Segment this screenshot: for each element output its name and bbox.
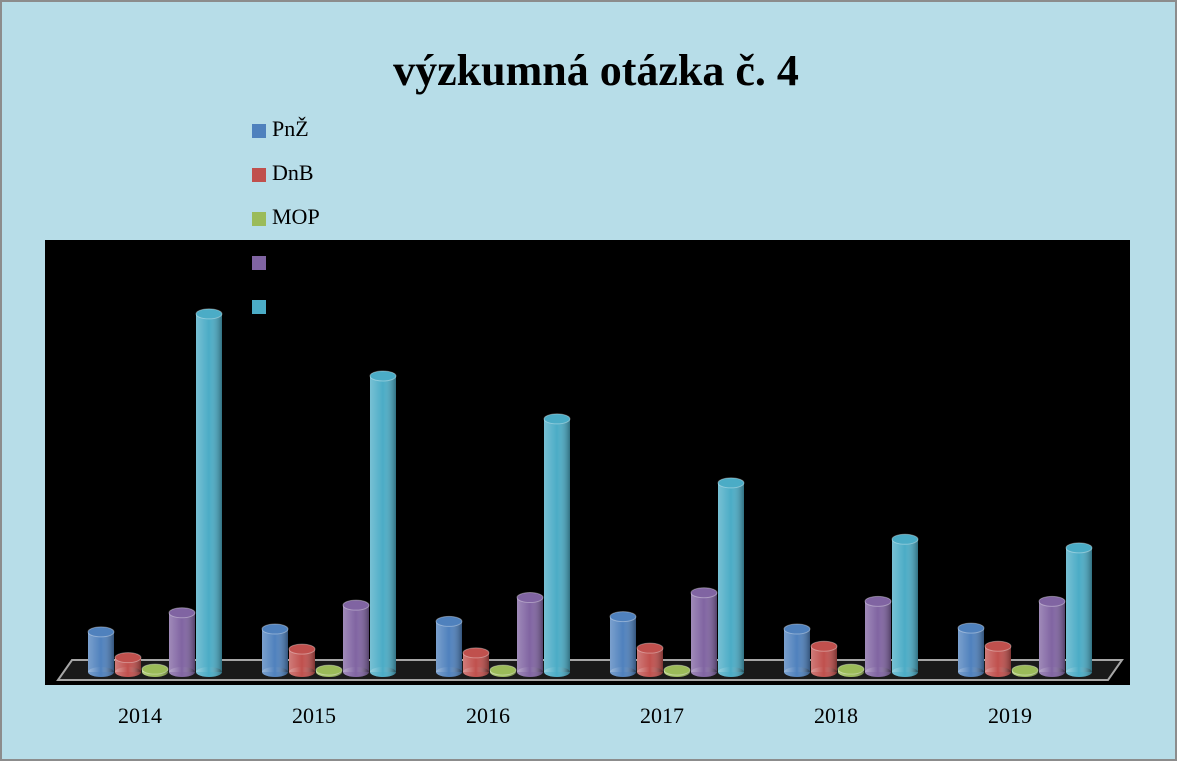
cylinder-bottom-shade bbox=[169, 667, 195, 677]
bar-shade bbox=[610, 616, 636, 672]
cylinder-top bbox=[516, 592, 544, 604]
cylinder-top bbox=[288, 643, 316, 655]
cylinder-top bbox=[1038, 595, 1066, 607]
bar-shade bbox=[718, 482, 744, 672]
bar-shade bbox=[262, 629, 288, 672]
cylinder-bottom-shade bbox=[343, 667, 369, 677]
bar-shade bbox=[544, 418, 570, 672]
bar-shade bbox=[436, 621, 462, 672]
cylinder-bottom-shade bbox=[262, 667, 288, 677]
cylinder-bottom-shade bbox=[892, 667, 918, 677]
bar-shade bbox=[1066, 547, 1092, 672]
cylinder-bottom-shade bbox=[544, 667, 570, 677]
cylinder-top bbox=[663, 664, 691, 676]
cylinder-top bbox=[636, 642, 664, 654]
cylinder-top bbox=[690, 587, 718, 599]
cylinder-top bbox=[87, 626, 115, 638]
cylinder-bottom-shade bbox=[115, 667, 141, 677]
cylinder-top bbox=[717, 477, 745, 489]
cylinder-bottom-shade bbox=[196, 667, 222, 677]
bar-shade bbox=[343, 605, 369, 672]
legend-swatch bbox=[252, 124, 266, 138]
plot-area bbox=[45, 240, 1130, 685]
cylinder-bottom-shade bbox=[88, 667, 114, 677]
x-tick-label: 2018 bbox=[814, 703, 858, 728]
bar-shade bbox=[463, 652, 489, 672]
cylinder-bottom-shade bbox=[1066, 667, 1092, 677]
bar-shade bbox=[691, 592, 717, 672]
bar-shade bbox=[865, 601, 891, 672]
legend-swatch bbox=[252, 212, 266, 226]
cylinder-bottom-shade bbox=[370, 667, 396, 677]
bar-shade bbox=[958, 628, 984, 672]
cylinder-bottom-shade bbox=[811, 667, 837, 677]
bar-shade bbox=[196, 313, 222, 672]
cylinder-bottom-shade bbox=[1039, 667, 1065, 677]
bar-shade bbox=[892, 539, 918, 672]
bar-shade bbox=[88, 631, 114, 672]
cylinder-bottom-shade bbox=[637, 667, 663, 677]
cylinder-bottom-shade bbox=[610, 667, 636, 677]
cylinder-top bbox=[783, 623, 811, 635]
cylinder-top bbox=[315, 664, 343, 676]
bar-shade bbox=[370, 375, 396, 672]
x-tick-label: 2014 bbox=[118, 703, 162, 728]
legend-swatch bbox=[252, 256, 266, 270]
cylinder-bottom-shade bbox=[865, 667, 891, 677]
cylinder-top bbox=[984, 640, 1012, 652]
cylinder-bottom-shade bbox=[784, 667, 810, 677]
cylinder-top bbox=[489, 664, 517, 676]
cylinder-top bbox=[369, 370, 397, 382]
cylinder-bottom-shade bbox=[718, 667, 744, 677]
cylinder-bottom-shade bbox=[463, 667, 489, 677]
legend-label: PnŽ bbox=[272, 116, 309, 141]
x-tick-label: 2015 bbox=[292, 703, 336, 728]
cylinder-top bbox=[543, 413, 571, 425]
cylinder-bottom-shade bbox=[691, 667, 717, 677]
legend-swatch bbox=[252, 168, 266, 182]
cylinder-top bbox=[342, 599, 370, 611]
cylinder-top bbox=[609, 611, 637, 623]
x-tick-label: 2017 bbox=[640, 703, 684, 728]
cylinder-top bbox=[810, 640, 838, 652]
legend-label: DnB bbox=[272, 160, 314, 185]
bar-shade bbox=[289, 649, 315, 672]
cylinder-bottom-shade bbox=[436, 667, 462, 677]
cylinder-bottom-shade bbox=[289, 667, 315, 677]
cylinder-top bbox=[837, 663, 865, 675]
x-tick-label: 2019 bbox=[988, 703, 1032, 728]
bar-shade bbox=[784, 629, 810, 672]
cylinder-top bbox=[261, 623, 289, 635]
cylinder-top bbox=[462, 647, 490, 659]
cylinder-bottom-shade bbox=[958, 667, 984, 677]
cylinder-bottom-shade bbox=[517, 667, 543, 677]
cylinder-top bbox=[435, 615, 463, 627]
legend-swatch bbox=[252, 300, 266, 314]
cylinder-bottom-shade bbox=[985, 667, 1011, 677]
bar-shade bbox=[517, 597, 543, 672]
bar-shade bbox=[1039, 601, 1065, 672]
cylinder-top bbox=[114, 652, 142, 664]
bar-shade bbox=[169, 612, 195, 672]
cylinder-top bbox=[891, 533, 919, 545]
chart-title: výzkumná otázka č. 4 bbox=[393, 46, 799, 95]
cylinder-top bbox=[141, 663, 169, 675]
cylinder-top bbox=[957, 622, 985, 634]
bar-shade bbox=[637, 648, 663, 672]
legend-label: MOP bbox=[272, 204, 320, 229]
cylinder-top bbox=[1011, 664, 1039, 676]
x-tick-label: 2016 bbox=[466, 703, 510, 728]
cylinder-top bbox=[195, 308, 223, 320]
cylinder-top bbox=[168, 607, 196, 619]
cylinder-top bbox=[1065, 542, 1093, 554]
cylinder-top bbox=[864, 595, 892, 607]
